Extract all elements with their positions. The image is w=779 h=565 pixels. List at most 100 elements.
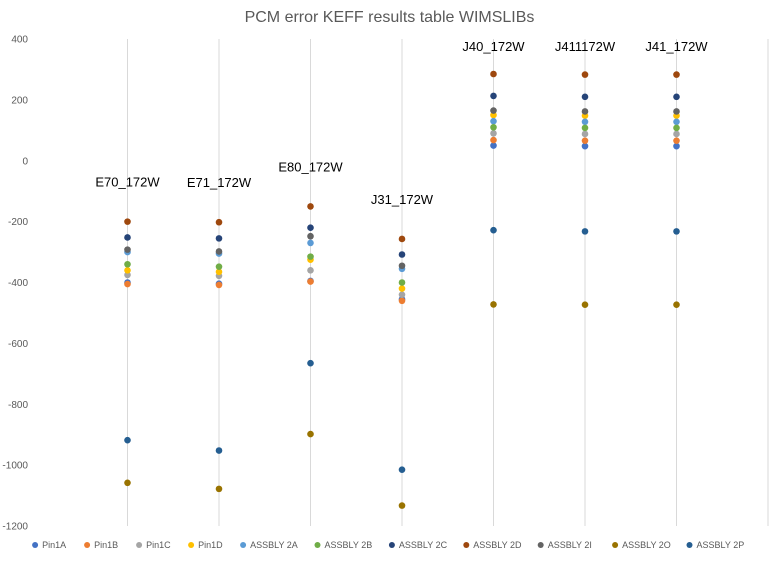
data-point xyxy=(581,137,589,144)
y-tick-label: 0 xyxy=(22,156,28,167)
data-point xyxy=(398,251,406,258)
data-point xyxy=(215,263,223,270)
data-point xyxy=(581,130,589,138)
y-tick-label: -1200 xyxy=(2,522,28,533)
legend-marker xyxy=(32,542,39,548)
data-point xyxy=(490,111,497,119)
y-tick-label: 200 xyxy=(11,95,28,106)
legend-item: ASSBLY 2C xyxy=(388,540,448,550)
legend-label: ASSBLY 2O xyxy=(622,540,671,550)
data-point xyxy=(581,71,589,78)
legend-item: ASSBLY 2I xyxy=(537,540,592,550)
category-annotation: J41_172W xyxy=(645,39,708,54)
data-point xyxy=(124,234,131,241)
legend-marker xyxy=(686,542,693,548)
data-point xyxy=(124,271,131,279)
legend-label: Pin1D xyxy=(198,540,223,550)
y-tick-label: -400 xyxy=(8,278,28,289)
data-point xyxy=(673,118,680,126)
legend-marker xyxy=(136,542,143,548)
category-annotation: E80_172W xyxy=(278,159,343,174)
data-point xyxy=(673,71,680,78)
legend-label: Pin1C xyxy=(146,540,171,550)
data-point xyxy=(673,301,680,309)
data-point xyxy=(490,107,497,114)
data-point xyxy=(398,466,406,473)
data-point xyxy=(215,281,223,289)
legend-label: ASSBLY 2A xyxy=(250,540,298,550)
data-point xyxy=(124,280,131,288)
y-tick-label: -800 xyxy=(8,400,28,411)
data-point xyxy=(581,228,589,235)
data-point xyxy=(307,239,314,247)
legend-marker xyxy=(188,542,195,548)
legend-item: Pin1C xyxy=(136,540,171,550)
data-point xyxy=(490,136,497,144)
y-tick-label: -600 xyxy=(8,339,28,350)
data-point xyxy=(490,301,497,308)
legend-item: ASSBLY 2B xyxy=(314,540,372,550)
data-point xyxy=(673,108,680,115)
data-point xyxy=(124,246,131,253)
data-point xyxy=(307,253,314,260)
data-point xyxy=(215,218,223,226)
data-point xyxy=(398,502,406,509)
data-point xyxy=(307,267,314,274)
legend-item: ASSBLY 2A xyxy=(240,540,298,550)
data-point xyxy=(581,108,589,115)
legend-marker xyxy=(388,542,395,548)
legend-marker xyxy=(84,542,91,548)
category-annotation: J31_172W xyxy=(371,192,434,207)
legend-label: ASSBLY 2P xyxy=(697,540,745,550)
data-point xyxy=(215,248,223,255)
legend-label: ASSBLY 2I xyxy=(548,540,592,550)
data-point xyxy=(490,92,497,100)
data-points xyxy=(124,70,680,509)
data-point xyxy=(307,203,314,210)
legend-item: Pin1B xyxy=(84,540,118,550)
data-point xyxy=(673,130,680,138)
legend-marker xyxy=(314,542,321,548)
legend-label: Pin1B xyxy=(94,540,118,550)
data-point xyxy=(673,137,680,144)
legend: Pin1A Pin1B Pin1C Pin1D ASSBLY 2A ASSBLY 2B AS… xyxy=(32,540,744,550)
data-point xyxy=(398,297,406,305)
data-point xyxy=(124,260,131,268)
data-point xyxy=(398,235,406,243)
category-annotation: E70_172W xyxy=(95,175,160,190)
data-point xyxy=(215,235,223,242)
legend-marker xyxy=(612,542,619,548)
legend-marker xyxy=(537,542,544,548)
data-point xyxy=(307,232,314,240)
legend-item: Pin1D xyxy=(188,540,223,550)
grid-lines xyxy=(127,39,769,526)
category-annotation: J411172W xyxy=(555,39,616,54)
y-axis-tick-labels: 400 200 0 -200 -400 -600 -800 -1000 -1200 xyxy=(2,35,28,533)
data-point xyxy=(215,485,223,493)
category-annotation: J40_172W xyxy=(462,39,525,54)
data-point xyxy=(490,130,497,137)
data-point xyxy=(307,359,314,367)
legend-item: Pin1A xyxy=(32,540,66,550)
data-point xyxy=(398,279,406,286)
data-point xyxy=(215,268,223,276)
data-point xyxy=(307,224,314,232)
legend-item: ASSBLY 2P xyxy=(686,540,745,550)
data-point xyxy=(490,142,497,149)
data-point xyxy=(581,301,589,309)
legend-marker xyxy=(463,542,470,548)
data-point xyxy=(581,124,589,132)
category-annotations: E70_172W E71_172W E80_172W J31_172W J40_172W… xyxy=(95,39,708,207)
legend-marker xyxy=(240,542,247,548)
y-tick-label: 400 xyxy=(11,35,28,46)
data-point xyxy=(673,124,680,132)
data-point xyxy=(124,436,131,444)
data-point xyxy=(581,142,589,150)
y-tick-label: -1000 xyxy=(2,461,28,472)
y-tick-label: -200 xyxy=(8,217,28,228)
legend-label: ASSBLY 2C xyxy=(399,540,448,550)
data-point xyxy=(490,226,497,234)
legend-item: ASSBLY 2O xyxy=(612,540,671,550)
